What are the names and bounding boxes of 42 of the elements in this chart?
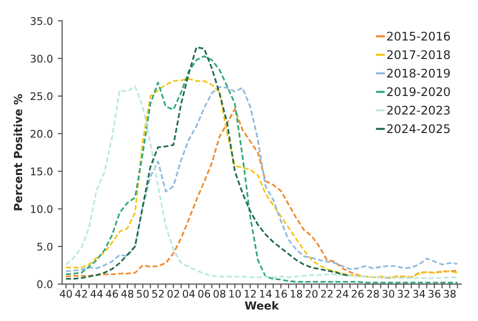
y-tick-label: 30.0	[30, 54, 52, 63]
x-tick-label: 50	[136, 290, 149, 298]
legend-label: 2019-2020	[387, 87, 450, 96]
x-tick-label: 36	[428, 290, 440, 298]
y-tick-label: 35.0	[30, 17, 52, 25]
x-tick-label: 38	[444, 290, 456, 298]
x-tick-label: 28	[367, 290, 379, 298]
x-tick-label: 46	[106, 290, 118, 298]
x-tick-label: 44	[90, 290, 103, 298]
legend-label: 2024-2025	[387, 124, 450, 134]
y-tick-label: 20.0	[30, 130, 52, 138]
x-tick-label: 26	[352, 290, 364, 298]
y-tick-label: 25.0	[30, 92, 52, 100]
x-tick-label: 20	[306, 290, 318, 298]
x-tick-label: 32	[398, 290, 410, 298]
x-tick-label: 52	[152, 290, 164, 298]
x-tick-label: 16	[275, 290, 287, 298]
y-tick-label: 0.0	[37, 280, 52, 288]
x-tick-label: 24	[336, 290, 348, 298]
y-tick-label: 5.0	[37, 242, 52, 251]
x-tick-label: 48	[121, 290, 134, 298]
x-tick-label: 10	[229, 290, 241, 298]
x-tick-label: 30	[382, 290, 394, 298]
x-tick-label: 04	[182, 290, 195, 298]
x-axis-title: Week	[244, 301, 280, 310]
x-tick-label: 06	[198, 290, 210, 298]
x-tick-label: 34	[413, 290, 426, 298]
legend-label: 2017-2018	[387, 50, 450, 60]
x-tick-label: 22	[321, 290, 333, 298]
y-axis-title: Percent Positive %	[14, 94, 22, 210]
x-tick-label: 14	[260, 290, 272, 298]
y-tick-label: 10.0	[31, 205, 52, 213]
x-tick-label: 02	[167, 290, 180, 298]
y-tick-label: 15.0	[31, 168, 52, 176]
x-tick-label: 18	[290, 290, 302, 298]
x-tick-label: 40	[60, 290, 72, 298]
legend-label: 2018-2019	[387, 68, 450, 78]
legend-label: 2022-2023	[387, 106, 450, 115]
x-tick-label: 12	[244, 290, 256, 298]
x-tick-label: 42	[75, 290, 87, 298]
legend-label: 2015-2016	[387, 32, 450, 41]
x-tick-label: 08	[214, 290, 226, 298]
